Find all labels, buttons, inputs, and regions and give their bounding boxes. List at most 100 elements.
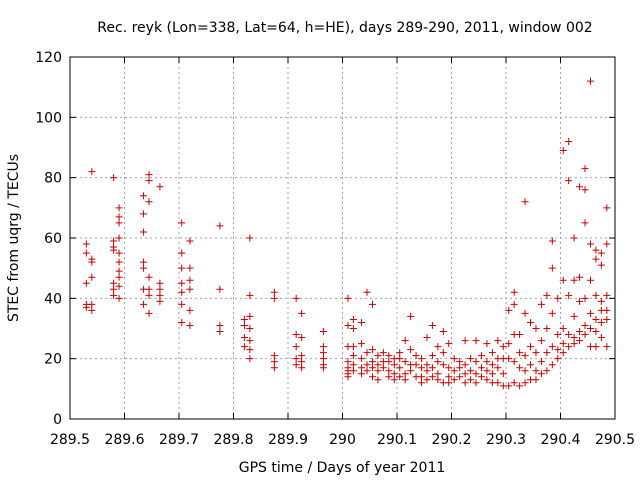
data-point bbox=[240, 334, 248, 342]
data-point bbox=[240, 343, 248, 351]
data-point bbox=[548, 343, 556, 351]
data-point bbox=[344, 294, 352, 302]
data-point bbox=[570, 234, 578, 242]
data-point bbox=[374, 367, 382, 375]
data-point bbox=[385, 352, 393, 360]
x-tick-label: 290.3 bbox=[486, 432, 526, 448]
data-point bbox=[565, 137, 573, 145]
data-point bbox=[554, 294, 562, 302]
data-point bbox=[344, 358, 352, 366]
data-point bbox=[581, 219, 589, 227]
data-point bbox=[499, 370, 507, 378]
data-point bbox=[434, 376, 442, 384]
data-point bbox=[82, 279, 90, 287]
data-point bbox=[428, 373, 436, 381]
data-point bbox=[88, 168, 96, 176]
data-point bbox=[592, 246, 600, 254]
data-point bbox=[156, 285, 164, 293]
data-point bbox=[178, 318, 186, 326]
data-point bbox=[603, 204, 611, 212]
data-point bbox=[483, 376, 491, 384]
data-point bbox=[368, 373, 376, 381]
data-point bbox=[88, 306, 96, 314]
data-point bbox=[445, 364, 453, 372]
data-point bbox=[510, 300, 518, 308]
data-point bbox=[418, 355, 426, 363]
data-point bbox=[505, 382, 513, 390]
data-point bbox=[412, 352, 420, 360]
data-point bbox=[349, 343, 357, 351]
data-point bbox=[559, 340, 567, 348]
data-point bbox=[407, 312, 415, 320]
data-point bbox=[516, 382, 524, 390]
data-point bbox=[581, 186, 589, 194]
data-point bbox=[385, 373, 393, 381]
data-point bbox=[115, 249, 123, 257]
data-point bbox=[570, 276, 578, 284]
data-point bbox=[349, 325, 357, 332]
data-point bbox=[488, 370, 496, 378]
data-point bbox=[472, 379, 480, 387]
data-point bbox=[270, 294, 278, 302]
data-point bbox=[349, 315, 357, 323]
data-point bbox=[358, 370, 366, 378]
data-point bbox=[559, 349, 567, 357]
data-point bbox=[570, 334, 578, 342]
data-point bbox=[178, 288, 186, 296]
axis-ticks bbox=[69, 56, 616, 420]
data-point bbox=[110, 246, 118, 254]
data-point bbox=[445, 373, 453, 381]
data-point bbox=[270, 352, 278, 360]
data-point bbox=[88, 300, 96, 308]
data-point bbox=[186, 237, 194, 245]
data-point bbox=[344, 321, 352, 329]
data-point bbox=[576, 337, 584, 345]
data-point bbox=[390, 361, 398, 369]
data-point bbox=[110, 279, 118, 287]
data-point bbox=[559, 147, 567, 155]
data-point bbox=[516, 349, 524, 357]
data-point bbox=[379, 364, 387, 372]
data-point bbox=[423, 361, 431, 369]
data-point bbox=[581, 165, 589, 173]
data-point bbox=[246, 234, 254, 242]
x-tick-label: 289.6 bbox=[104, 432, 144, 448]
data-point bbox=[82, 249, 90, 257]
data-point bbox=[140, 228, 148, 236]
data-point bbox=[439, 328, 447, 336]
data-point bbox=[368, 358, 376, 366]
data-point bbox=[461, 337, 469, 345]
data-point bbox=[349, 352, 357, 360]
data-point bbox=[216, 321, 224, 329]
data-point bbox=[423, 367, 431, 375]
data-point bbox=[298, 334, 306, 342]
data-point bbox=[456, 373, 464, 381]
data-point bbox=[246, 337, 254, 345]
data-point bbox=[156, 291, 164, 299]
data-point bbox=[319, 328, 327, 336]
data-point bbox=[186, 276, 194, 284]
data-point bbox=[401, 337, 409, 345]
data-point bbox=[390, 376, 398, 384]
data-point bbox=[592, 343, 600, 351]
x-tick-label: 289.7 bbox=[159, 432, 199, 448]
data-point bbox=[368, 300, 376, 308]
data-point bbox=[586, 77, 594, 85]
data-point bbox=[543, 291, 551, 299]
data-point bbox=[586, 276, 594, 284]
data-point bbox=[521, 379, 529, 387]
data-point bbox=[115, 294, 123, 302]
data-point bbox=[186, 264, 194, 272]
data-point bbox=[597, 297, 605, 305]
data-point bbox=[521, 198, 529, 206]
data-point bbox=[537, 337, 545, 345]
data-point bbox=[145, 285, 153, 293]
data-point bbox=[532, 367, 540, 375]
data-point bbox=[270, 358, 278, 366]
data-point bbox=[368, 364, 376, 372]
data-point bbox=[603, 343, 611, 351]
data-point bbox=[401, 376, 409, 384]
data-point bbox=[374, 361, 382, 369]
data-point bbox=[527, 343, 535, 351]
data-point bbox=[586, 309, 594, 317]
